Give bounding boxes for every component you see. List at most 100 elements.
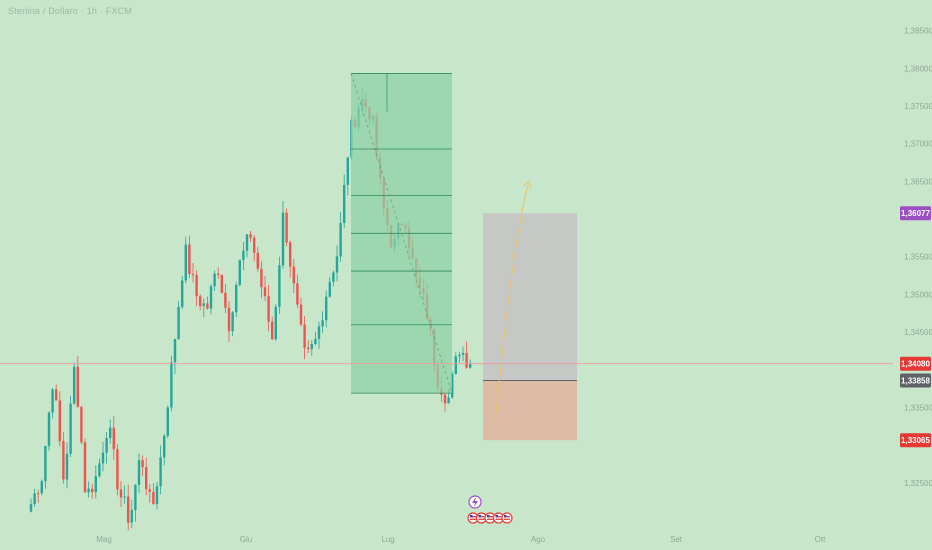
candle-body — [332, 272, 335, 282]
candle-body — [253, 237, 256, 253]
candle-body — [58, 400, 61, 442]
time-tick-label: Mag — [96, 535, 112, 544]
candle-body — [191, 273, 195, 276]
candle-body — [112, 427, 115, 450]
candle-body — [278, 265, 281, 307]
candle-body — [447, 397, 450, 404]
candle-body — [152, 491, 155, 505]
price-tick-label: 1,32500 — [904, 479, 932, 488]
candle-body — [155, 486, 159, 505]
position-target-zone[interactable] — [483, 213, 577, 381]
candle-body — [343, 184, 346, 223]
badge-target: 1,36077 — [900, 206, 931, 221]
candle-body — [213, 273, 216, 287]
candle-body — [469, 363, 472, 368]
candle-body — [263, 287, 267, 297]
price-tick-label: 1,38500 — [904, 27, 932, 36]
candle-body — [195, 275, 198, 297]
candle-body — [335, 256, 339, 273]
flag-stripe — [470, 518, 476, 520]
candle-body — [177, 306, 180, 340]
candle-body — [325, 296, 328, 321]
candle-body — [29, 504, 33, 512]
flag-stripe — [504, 516, 510, 518]
time-tick-label: Giu — [240, 535, 252, 544]
candle-body — [299, 304, 303, 325]
candle-body — [274, 306, 277, 340]
candle-body — [105, 438, 108, 453]
candle-body — [37, 493, 40, 495]
us-flag-icon[interactable] — [467, 512, 479, 524]
position-stop-zone[interactable] — [483, 380, 577, 441]
badge-current-price: 1,34080 — [900, 356, 931, 371]
price-tick-label: 1,38000 — [904, 64, 932, 73]
candle-body — [101, 452, 105, 464]
candle-body — [119, 489, 123, 498]
badge-background — [900, 433, 931, 448]
candle-body — [202, 303, 205, 307]
candle-body — [458, 354, 461, 357]
candle-body — [170, 362, 173, 408]
candle-body — [217, 273, 220, 275]
badge-stop: 1,33065 — [900, 433, 931, 448]
badge-label: 1,36077 — [901, 209, 930, 218]
candle-body — [141, 460, 144, 468]
candle-body — [62, 441, 65, 480]
fib-trend-line — [350, 73, 453, 394]
forecast-arrow-path[interactable] — [494, 184, 529, 423]
forecast-arrow-head — [522, 180, 532, 190]
flag-circle — [501, 512, 513, 524]
flag-stripe — [470, 516, 476, 518]
candle-body — [292, 266, 295, 284]
time-tick-label: Ott — [815, 535, 826, 544]
candle-body — [454, 356, 457, 374]
candle-body — [91, 488, 94, 493]
candle-body — [40, 481, 43, 494]
candle-body — [285, 212, 288, 243]
price-tick-label: 1,37000 — [904, 140, 932, 149]
candle-body — [159, 457, 162, 487]
time-tick-label: Ago — [531, 535, 546, 544]
time-tick-label: Set — [670, 535, 683, 544]
candle-body — [137, 460, 141, 485]
price-badges: 1,36077 1,34080 1,33858 1,33065 — [900, 206, 931, 448]
candle-body — [116, 449, 119, 490]
candle-body — [148, 489, 151, 492]
candle-body — [94, 476, 97, 493]
candle-body — [220, 274, 223, 293]
price-tick-label: 1,37500 — [904, 102, 932, 111]
time-axis: Mag Giu Lug Ago Set Ott — [96, 535, 826, 544]
flag-stripe — [495, 518, 502, 520]
us-flag-icon[interactable] — [484, 512, 496, 524]
badge-label: 1,33858 — [901, 376, 930, 385]
candle-body — [224, 292, 227, 308]
badge-entry: 1,33858 — [900, 373, 931, 388]
candle-body — [188, 244, 191, 274]
badge-background — [900, 373, 931, 388]
candle-body — [127, 496, 130, 523]
price-tick-label: 1,35500 — [904, 253, 932, 262]
flag-canton — [470, 515, 473, 518]
candle-body — [173, 339, 177, 363]
candle-body — [87, 488, 90, 493]
price-tick-label: 1,33500 — [904, 403, 932, 412]
us-flag-icon[interactable] — [501, 512, 513, 524]
candle-body — [249, 234, 252, 238]
flag-stripe — [495, 516, 502, 518]
candle-body — [227, 307, 231, 332]
flash-icon-bolt — [472, 497, 478, 507]
flag-canton — [478, 515, 482, 518]
candle-body — [296, 283, 299, 305]
candle-body — [130, 509, 133, 523]
events-layer — [467, 495, 513, 524]
candle-body — [145, 467, 148, 490]
candle-body — [209, 286, 213, 309]
price-axis: 1,38500 1,38000 1,37500 1,37000 1,36500 1,355… — [904, 27, 932, 488]
candle-body — [451, 373, 454, 398]
chart-title: Sterlina / Dollaro · 1h · FXCM — [8, 6, 133, 16]
candle-body — [83, 442, 87, 493]
time-tick-label: Lug — [381, 535, 394, 544]
flash-icon[interactable] — [468, 495, 482, 509]
